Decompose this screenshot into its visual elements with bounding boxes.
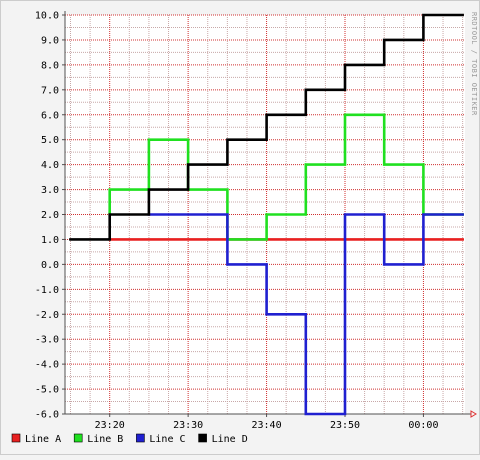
y-tick-label: -1.0 xyxy=(35,285,59,296)
y-tick-label: 1.0 xyxy=(41,235,59,246)
y-tick-label: -5.0 xyxy=(35,385,59,396)
y-tick-label: 6.0 xyxy=(41,110,59,121)
y-tick-label: 4.0 xyxy=(41,160,59,171)
y-tick-label: 10.0 xyxy=(35,11,59,22)
legend-swatch xyxy=(198,433,207,443)
y-tick-label: -4.0 xyxy=(35,360,59,371)
y-tick-label: -3.0 xyxy=(35,335,59,346)
y-tick-label: 8.0 xyxy=(41,60,59,71)
y-tick-label: 0.0 xyxy=(41,260,59,271)
axes xyxy=(64,11,477,418)
x-tick-labels: 23:20 23:30 23:40 23:50 00:00 xyxy=(95,414,438,431)
x-axis-arrow xyxy=(470,410,477,418)
legend-swatch xyxy=(73,433,83,443)
series-line-line-b xyxy=(108,113,464,241)
y-tick-label: 9.0 xyxy=(41,35,59,46)
y-tick-label: -6.0 xyxy=(35,410,59,421)
x-tick-label: 23:20 xyxy=(95,420,125,431)
watermark: RRDTOOL / TOBI OETIKER xyxy=(470,12,478,116)
legend-label: Line D xyxy=(212,434,248,445)
y-tick-label: 3.0 xyxy=(41,185,59,196)
legend-swatch xyxy=(11,433,21,443)
y-tick-labels: 10.0 9.0 8.0 7.0 6.0 5.0 4.0 3.0 2.0 1.0 0.0 -1.0 -2… xyxy=(35,11,65,421)
series-line-line-d xyxy=(69,13,464,241)
series-line-line-c xyxy=(147,213,464,416)
x-tick-label: 23:50 xyxy=(330,420,360,431)
y-tick-label: -2.0 xyxy=(35,310,59,321)
y-tick-label: 7.0 xyxy=(41,85,59,96)
x-tick-label: 23:30 xyxy=(173,420,203,431)
y-tick-label: 5.0 xyxy=(41,135,59,146)
y-tick-label: 2.0 xyxy=(41,210,59,221)
x-tick-label: 23:40 xyxy=(252,420,282,431)
legend-swatch xyxy=(136,433,145,443)
legend-label: Line B xyxy=(87,434,123,445)
legend-label: Line A xyxy=(25,434,61,445)
series xyxy=(69,13,464,416)
legend-label: Line C xyxy=(149,434,185,445)
x-tick-label: 00:00 xyxy=(408,420,438,431)
legend: Line A Line B Line C Line D xyxy=(11,433,248,445)
